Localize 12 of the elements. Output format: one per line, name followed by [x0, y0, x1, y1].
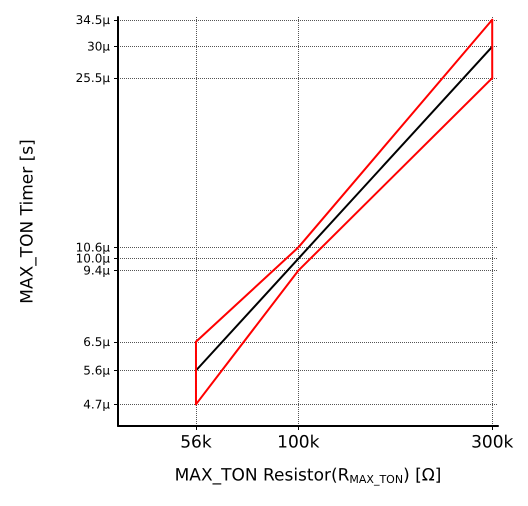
x-tick-label: 300k [471, 432, 514, 452]
y-tick-label: 10.6μ [76, 240, 110, 254]
y-tick-label: 30μ [87, 40, 110, 54]
y-tick-label: 34.5μ [76, 12, 110, 27]
y-axis-title: MAX_TON Timer [s] [18, 139, 38, 304]
y-tick-label: 6.5μ [83, 334, 110, 349]
y-tick-label: 5.6μ [83, 364, 110, 378]
y-tick-label: 9.4μ [83, 264, 110, 278]
x-tick-label: 100k [277, 432, 320, 452]
y-tick-label: 25.5μ [76, 71, 110, 86]
x-tick-label: 56k [180, 432, 212, 452]
y-tick-label: 4.7μ [83, 397, 110, 412]
